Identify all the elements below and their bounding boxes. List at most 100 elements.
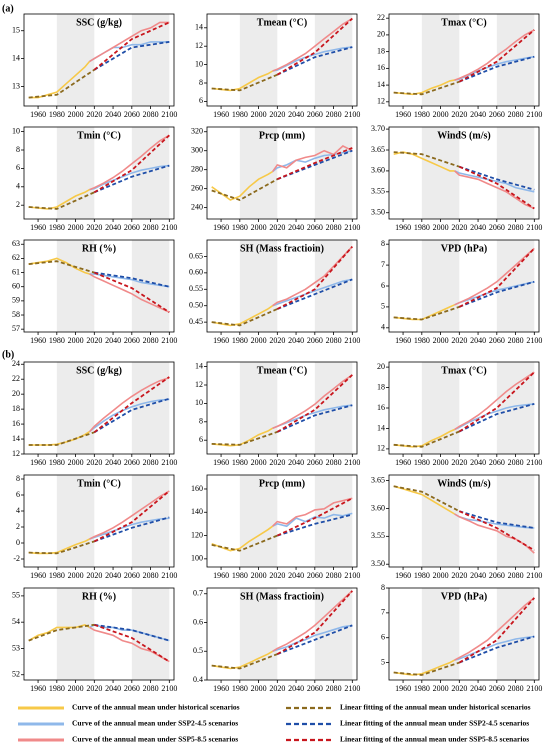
x-tick-label: 2020 [269,684,285,693]
plot-frame [388,361,540,455]
plot-frame [23,474,175,568]
y-tick-label: 18 [377,46,385,55]
x-tick-label: 1960 [30,571,46,580]
x-tick-label: 2080 [143,571,159,580]
y-tick-label: 3.55 [371,187,385,196]
curve [89,376,170,433]
y-tick-label: 55 [12,591,20,600]
x-tick-label: 2060 [124,571,140,580]
y-tick-label: 16 [377,403,385,412]
curve [454,170,535,210]
x-tick-label: 2080 [326,571,342,580]
fit-line [211,534,278,552]
x-tick-label: 2000 [251,458,267,467]
x-tick-label: 2000 [68,223,84,232]
plot-frame [388,239,540,333]
fit-line [94,623,170,663]
y-tick-label: 20 [377,30,385,39]
x-tick-label: 2020 [451,223,467,232]
y-tick-label: 5 [381,657,385,666]
y-tick-label: 22 [377,13,385,22]
x-tick-label: 2060 [489,571,505,580]
fit-line [458,280,535,308]
fit-line [458,55,535,83]
y-tick-label: 6 [381,281,385,290]
fit-line [93,134,170,194]
curve [272,46,353,72]
x-tick-label: 2040 [288,458,304,467]
x-tick-label: 2020 [269,571,285,580]
x-tick-label: 2040 [105,336,121,345]
x-tick-label: 2060 [489,336,505,345]
x-tick-label: 2080 [508,223,524,232]
y-tick-label: 0.55 [189,284,203,293]
curve [272,624,353,653]
x-tick-label: 2040 [288,336,304,345]
x-tick-label: 1960 [213,571,229,580]
shaded-period [131,362,170,454]
x-tick-label: 1960 [30,336,46,345]
x-tick-label: 2040 [105,684,121,693]
y-tick-label: 8 [381,583,385,592]
y-tick-label: 53 [12,643,20,652]
y-tick-label: 3.55 [371,531,385,540]
x-tick-label: 2060 [489,110,505,119]
x-tick-label: 2040 [470,110,486,119]
y-tick-label: 260 [191,183,203,192]
fit-line [28,431,95,446]
y-tick-label: 6 [199,435,203,444]
fit-line [393,485,460,512]
x-tick-label: 1980 [232,223,248,232]
x-tick-label: 2000 [433,223,449,232]
x-tick-label: 2000 [251,223,267,232]
fit-line [458,510,535,552]
x-tick-label: 1980 [49,684,65,693]
x-tick-label: 2100 [526,458,542,467]
fit-line [93,271,170,313]
y-tick-label: 140 [191,507,203,516]
fit-line [276,17,353,76]
y-tick-label: 4 [381,323,385,332]
y-tick-label: 6 [16,163,20,172]
x-tick-label: 1980 [232,458,248,467]
curve [454,403,535,431]
x-tick-label: 1980 [414,110,430,119]
y-tick-label: 8 [381,239,385,248]
y-tick-label: 14 [12,434,20,443]
x-tick-label: 1960 [213,458,229,467]
x-tick-label: 1980 [232,684,248,693]
curve [393,485,456,515]
fit-line [93,516,170,543]
plot-frame [206,239,358,333]
x-tick-label: 1980 [49,336,65,345]
x-tick-label: 1980 [414,571,430,580]
x-tick-label: 2100 [344,336,360,345]
curve [272,590,353,652]
fit-line [393,306,460,321]
x-tick-label: 2000 [433,110,449,119]
fit-line [393,80,460,96]
shaded-period [56,588,95,680]
y-tick-label: 3.65 [371,145,385,154]
x-tick-label: 2000 [68,571,84,580]
shaded-period [421,127,460,219]
x-tick-label: 2100 [161,110,177,119]
y-tick-label: -2 [13,554,20,563]
y-tick-label: 12 [377,97,385,106]
y-tick-label: 14 [377,423,385,432]
x-tick-label: 2080 [326,110,342,119]
x-tick-label: 1960 [30,684,46,693]
curve [454,635,535,661]
shaded-period [314,14,353,106]
x-tick-label: 2040 [288,110,304,119]
x-tick-label: 2060 [124,223,140,232]
x-tick-label: 2080 [143,684,159,693]
y-tick-label: 2 [16,522,20,531]
x-tick-label: 1960 [395,110,411,119]
plot-frame [206,474,358,568]
y-tick-label: 14 [195,361,203,370]
curve [89,21,170,63]
curve [89,134,170,191]
fit-line [393,151,460,168]
